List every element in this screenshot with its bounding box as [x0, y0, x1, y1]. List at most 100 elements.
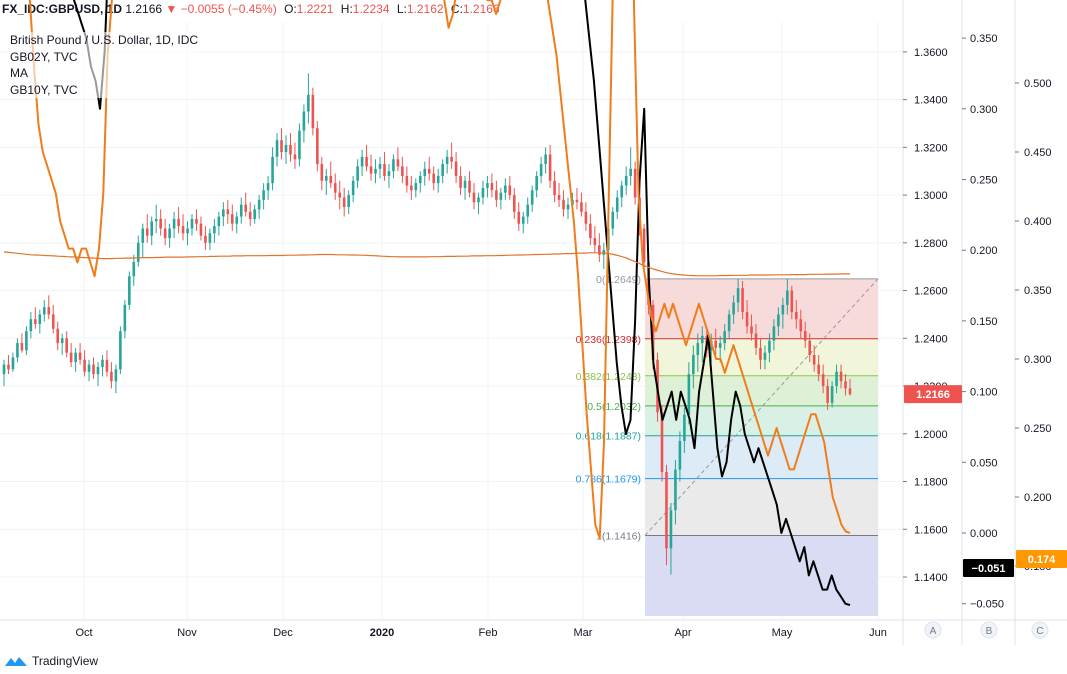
legend-gb10y[interactable]: GB10Y, TVC: [10, 81, 199, 98]
axes: 1.3600 1.3400 1.3200 1.3000 1.2800 1.2600 1.24…: [0, 0, 1067, 645]
candle-body-74: [333, 183, 337, 193]
candlestick-series: [2, 73, 852, 575]
legend-ma[interactable]: MA: [10, 65, 199, 82]
candle-body-169: [759, 347, 762, 360]
open-label: O:: [284, 2, 297, 16]
x-tick-6: Apr: [674, 627, 691, 639]
candle-body-38: [172, 218, 176, 229]
scale-button-C[interactable]: [1031, 621, 1049, 639]
candle-body-21: [96, 366, 100, 375]
candle-body-69: [311, 94, 315, 129]
candle-body-119: [535, 175, 538, 191]
b-tick-11: 0.150: [970, 316, 998, 328]
candle-body-154: [692, 355, 695, 375]
candle-body-118: [530, 190, 534, 205]
candle-body-4: [20, 343, 24, 351]
high-label: H:: [340, 2, 353, 16]
candle-body-98: [441, 164, 444, 176]
low-label: L:: [396, 2, 407, 16]
brand-name: TradingView: [32, 654, 99, 668]
candle-body-152: [683, 414, 686, 441]
candle-body-184: [826, 386, 829, 403]
candle-body-96: [432, 173, 436, 184]
candle-body-71: [320, 164, 324, 181]
candle-body-186: [835, 371, 838, 387]
candle-body-56: [253, 209, 256, 219]
c-tick-12: 0.250: [1024, 423, 1052, 435]
scale-button-A[interactable]: [924, 621, 942, 639]
candle-body-39: [177, 218, 180, 227]
candle-body-168: [754, 333, 758, 348]
candle-body-94: [423, 168, 427, 176]
candle-body-91: [410, 185, 413, 191]
price-tick-4: 1.2800: [914, 238, 948, 250]
candle-body-100: [450, 156, 453, 162]
candle-body-45: [204, 235, 207, 243]
candle-body-185: [830, 386, 834, 403]
candle-body-114: [512, 195, 516, 212]
candle-body-165: [741, 288, 744, 313]
b-badge-text: −0.051: [972, 563, 1006, 575]
series-line-2: [3, 251, 850, 277]
c-tick-10: 0.350: [1024, 285, 1052, 297]
candle-body-163: [732, 302, 735, 315]
candle-body-128: [575, 199, 579, 203]
candle-body-102: [459, 175, 462, 188]
candle-body-16: [74, 352, 77, 363]
candle-body-151: [678, 440, 682, 470]
candle-body-104: [468, 180, 471, 193]
series-legend: British Pound / U.S. Dollar, 1D, IDC GB0…: [10, 32, 199, 98]
symbol-name[interactable]: FX_IDC:GBPUSD, 1D: [2, 2, 123, 16]
price-tick-2: 1.3200: [914, 142, 948, 154]
candle-body-132: [593, 238, 597, 246]
candle-body-53: [239, 204, 243, 217]
candle-body-89: [401, 166, 404, 176]
price-chart[interactable]: 0(1.2649) 0.236(1.2398) 0.382(1.2243) 0.5(1…: [0, 0, 1067, 645]
candle-body-46: [208, 233, 212, 243]
fib-label-6: 1(1.1416): [596, 530, 641, 542]
scale-button-label-C: C: [1036, 626, 1043, 637]
candle-body-11: [51, 314, 55, 329]
c-tick-11: 0.300: [1024, 354, 1052, 366]
fibonacci-retracement[interactable]: 0(1.2649) 0.236(1.2398) 0.382(1.2243) 0.5(1…: [576, 274, 879, 616]
candle-body-90: [405, 175, 409, 186]
candle-body-188: [844, 381, 847, 389]
candle-body-15: [69, 352, 73, 363]
candle-body-75: [338, 192, 342, 198]
footer: TradingView: [4, 654, 98, 668]
candle-body-27: [123, 304, 127, 332]
c-badge-bg: [1016, 550, 1067, 568]
candle-body-36: [163, 228, 167, 239]
legend-gb02y[interactable]: GB02Y, TVC: [10, 48, 199, 65]
candle-body-25: [114, 369, 118, 382]
candle-body-41: [186, 228, 189, 234]
symbol-header: FX_IDC:GBPUSD, 1D 1.2166 ▼ −0.0055 (−0.4…: [2, 2, 500, 16]
candle-body-64: [289, 144, 292, 155]
candle-body-155: [696, 343, 700, 356]
price-tick-0: 1.3600: [914, 47, 948, 59]
scale-button-B[interactable]: [980, 621, 998, 639]
candle-body-30: [136, 242, 140, 262]
candle-body-40: [181, 226, 185, 234]
candle-body-107: [481, 187, 485, 198]
candle-body-28: [128, 276, 131, 305]
c-tick-8: 0.450: [1024, 147, 1052, 159]
x-tick-7: May: [772, 627, 793, 639]
tradingview-logo-icon: [5, 657, 27, 666]
candle-body-12: [56, 328, 60, 344]
c-tick-9: 0.400: [1024, 216, 1052, 228]
close-value: 1.2166: [462, 2, 500, 16]
candle-body-136: [611, 211, 615, 229]
candle-body-95: [427, 168, 431, 174]
candle-body-59: [266, 183, 270, 191]
overlay-lines: [3, 0, 851, 607]
candle-body-115: [517, 211, 521, 224]
legend-main[interactable]: British Pound / U.S. Dollar, 1D, IDC: [10, 32, 199, 49]
candle-body-138: [620, 185, 624, 198]
candle-body-121: [544, 154, 547, 165]
candle-body-166: [745, 312, 749, 327]
c-tick-7: 0.500: [1024, 78, 1052, 90]
candle-body-101: [454, 161, 458, 176]
candle-body-99: [445, 156, 449, 165]
